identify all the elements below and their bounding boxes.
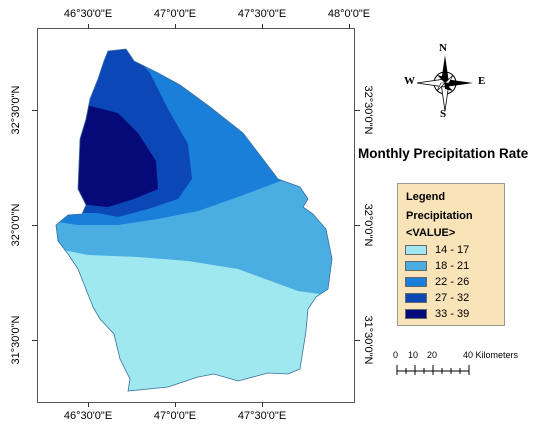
legend-item-label: 14 - 17 (435, 243, 470, 256)
north-arrow: N S W E (404, 42, 488, 124)
legend-item: 33 - 39 (405, 307, 470, 320)
tick-top-2 (175, 24, 176, 29)
lon-label-bottom-1: 46°30'0"E (63, 410, 113, 422)
tick-top-4 (349, 24, 350, 29)
scale-label-0: 0 (393, 350, 399, 360)
legend-item: 27 - 32 (405, 291, 470, 304)
map-frame (37, 28, 355, 403)
legend-swatch (405, 244, 427, 255)
tick-bottom-1 (88, 402, 89, 407)
tick-right-3 (355, 340, 360, 341)
scale-bar: 0 10 20 40 Kilometers (392, 350, 532, 380)
lat-label-left-2: 32°0'0"N (10, 203, 22, 247)
scale-label-40: 40 Kilometers (463, 350, 519, 360)
tick-left-2 (32, 225, 37, 226)
legend-item-label: 18 - 21 (435, 259, 470, 272)
scale-label-10: 10 (408, 350, 419, 360)
lat-label-left-3: 31°30'0"N (10, 315, 22, 365)
tick-bottom-3 (262, 402, 263, 407)
legend-item-label: 33 - 39 (435, 307, 470, 320)
legend-field: Precipitation (406, 210, 473, 222)
tick-left-1 (32, 110, 37, 111)
region-outline (55, 48, 333, 392)
compass-s-label: S (440, 108, 447, 120)
legend-swatch (405, 292, 427, 303)
lon-label-top-4: 48°0'0"E (327, 8, 371, 20)
lat-label-right-3: 31°30'0"N (362, 315, 374, 365)
legend-heading: Legend (406, 191, 446, 203)
legend-value-label: <VALUE> (406, 227, 456, 239)
lon-label-top-3: 47°30'0"E (237, 8, 287, 20)
scale-bar-ruler (396, 365, 470, 375)
legend-item: 18 - 21 (405, 259, 470, 272)
lon-label-top-1: 46°30'0"E (63, 8, 113, 20)
lon-label-top-2: 47°0'0"E (153, 8, 197, 20)
legend-item: 14 - 17 (405, 243, 470, 256)
compass-w-label: W (404, 75, 415, 87)
lat-label-right-1: 32°30'0"N (362, 85, 374, 135)
tick-left-3 (32, 340, 37, 341)
legend-swatch (405, 308, 427, 319)
tick-right-1 (355, 110, 360, 111)
compass-n-label: N (439, 42, 447, 54)
legend-swatch (405, 276, 427, 287)
tick-bottom-2 (175, 402, 176, 407)
tick-right-2 (355, 225, 360, 226)
lat-label-left-1: 32°30'0"N (10, 85, 22, 135)
legend-item: 22 - 26 (405, 275, 470, 288)
precipitation-map (55, 48, 333, 392)
lon-label-bottom-2: 47°0'0"E (153, 410, 197, 422)
tick-top-3 (262, 24, 263, 29)
scale-label-20: 20 (427, 350, 438, 360)
legend-item-label: 27 - 32 (435, 291, 470, 304)
legend-item-label: 22 - 26 (435, 275, 470, 288)
lat-label-right-2: 32°0'0"N (362, 203, 374, 247)
lon-label-bottom-3: 47°30'0"E (237, 410, 287, 422)
legend-swatch (405, 260, 427, 271)
legend: Legend Precipitation <VALUE> 14 - 17 18 … (397, 183, 505, 326)
compass-e-label: E (478, 75, 486, 87)
tick-top-1 (88, 24, 89, 29)
compass-rose-icon (416, 55, 473, 111)
map-title: Monthly Precipitation Rate (358, 146, 529, 161)
